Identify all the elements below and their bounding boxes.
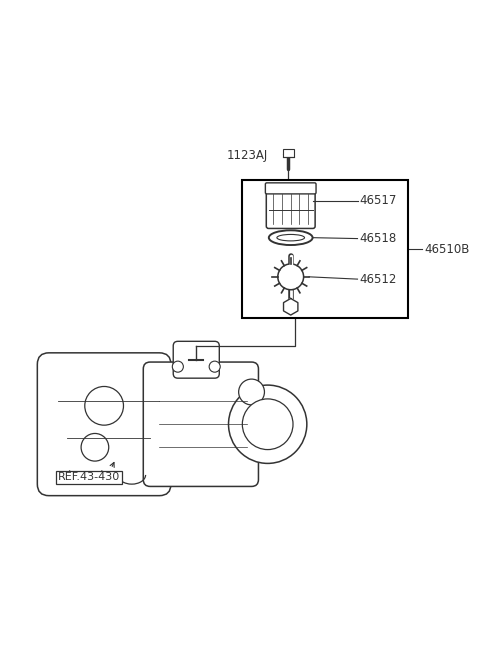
Circle shape — [239, 379, 264, 405]
Text: 46510B: 46510B — [424, 243, 470, 255]
Ellipse shape — [277, 234, 304, 241]
Polygon shape — [284, 299, 298, 315]
FancyBboxPatch shape — [266, 189, 315, 229]
Text: REF.43-430: REF.43-430 — [58, 472, 120, 482]
Circle shape — [242, 399, 293, 449]
Circle shape — [228, 385, 307, 463]
Bar — [242, 180, 408, 318]
FancyBboxPatch shape — [144, 362, 258, 487]
FancyBboxPatch shape — [265, 183, 316, 194]
Text: 46518: 46518 — [360, 232, 397, 245]
Text: 46517: 46517 — [360, 195, 397, 208]
FancyBboxPatch shape — [37, 353, 171, 496]
Circle shape — [172, 361, 183, 372]
Text: 46512: 46512 — [360, 272, 397, 286]
Circle shape — [278, 264, 304, 290]
Circle shape — [81, 434, 109, 461]
Circle shape — [209, 361, 220, 372]
Text: 1123AJ: 1123AJ — [226, 149, 267, 162]
Ellipse shape — [269, 231, 312, 245]
FancyBboxPatch shape — [173, 341, 219, 378]
Circle shape — [85, 386, 123, 425]
Bar — [283, 149, 294, 157]
